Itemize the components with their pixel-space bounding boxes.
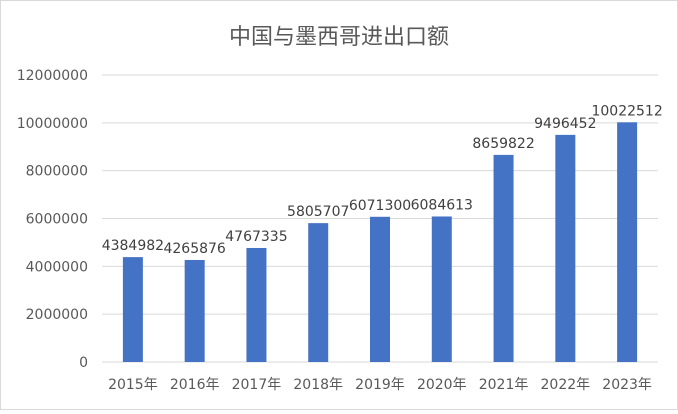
y-tick-label: 6000000 bbox=[26, 212, 88, 228]
chart-title: 中国与墨西哥进出口额 bbox=[229, 25, 449, 50]
bar bbox=[308, 223, 329, 362]
bar bbox=[370, 216, 390, 362]
bar bbox=[184, 259, 205, 362]
x-tick-label: 2015年 bbox=[108, 377, 158, 393]
y-axis-ticks: 0 2000000 4000000 6000000 8000000 10000000 120… bbox=[17, 68, 88, 371]
bars bbox=[122, 122, 638, 362]
data-label: 4265876 bbox=[163, 241, 225, 257]
x-axis-ticks: 2015年 2016年 2017年 2018年 2019年 2020年 2021年 2022年… bbox=[108, 377, 652, 393]
data-label: 4767335 bbox=[225, 229, 287, 245]
x-tick-label: 2016年 bbox=[170, 377, 220, 393]
data-label: 8659822 bbox=[472, 136, 534, 152]
bar bbox=[431, 216, 452, 362]
y-tick-label: 12000000 bbox=[17, 68, 88, 84]
x-tick-label: 2021年 bbox=[479, 377, 529, 393]
data-label: 10022512 bbox=[591, 103, 662, 119]
y-tick-label: 8000000 bbox=[26, 164, 88, 180]
data-label: 6071300 bbox=[349, 198, 411, 214]
bar bbox=[246, 247, 267, 362]
bar bbox=[493, 154, 514, 362]
data-label: 6084613 bbox=[411, 197, 473, 213]
x-tick-label: 2019年 bbox=[355, 377, 405, 393]
x-tick-label: 2023年 bbox=[602, 377, 652, 393]
bar bbox=[555, 134, 576, 362]
x-tick-label: 2022年 bbox=[541, 377, 591, 393]
bar bbox=[122, 257, 143, 362]
bar bbox=[617, 122, 638, 362]
data-label: 5805707 bbox=[287, 204, 349, 220]
x-tick-label: 2018年 bbox=[293, 377, 343, 393]
x-tick-label: 2020年 bbox=[417, 377, 467, 393]
y-tick-label: 10000000 bbox=[17, 116, 88, 132]
y-tick-label: 0 bbox=[79, 355, 88, 371]
y-tick-label: 2000000 bbox=[26, 307, 88, 323]
data-label: 4384982 bbox=[102, 238, 164, 254]
y-tick-label: 4000000 bbox=[26, 259, 88, 275]
x-tick-label: 2017年 bbox=[232, 377, 282, 393]
data-label: 9496452 bbox=[534, 116, 596, 132]
